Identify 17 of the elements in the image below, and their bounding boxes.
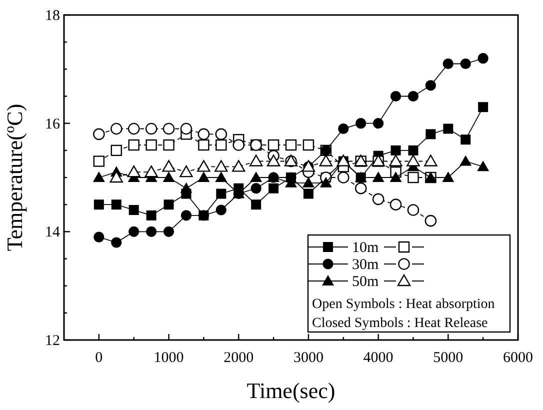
- legend-label: 50m: [352, 274, 379, 290]
- x-axis-title: Time(sec): [246, 378, 336, 403]
- x-tick-label: 2000: [224, 350, 254, 366]
- legend-label: 30m: [352, 257, 379, 273]
- y-tick-label: 12: [45, 333, 60, 349]
- legend-label: 10m: [352, 240, 379, 256]
- y-tick-label: 14: [45, 224, 60, 241]
- x-tick-label: 4000: [363, 350, 394, 366]
- y-tick-label: 18: [45, 8, 60, 24]
- x-tick-label: 0: [95, 350, 103, 366]
- annotation: Closed Symbols : Heat Release: [312, 316, 488, 331]
- x-tick-label: 3000: [293, 350, 324, 366]
- x-tick-label: 6000: [503, 350, 533, 366]
- y-tick-label: 16: [45, 116, 60, 132]
- x-tick-label: 5000: [433, 350, 464, 366]
- x-tick-label: 1000: [154, 350, 184, 366]
- annotation: Open Symbols : Heat absorption: [312, 297, 495, 312]
